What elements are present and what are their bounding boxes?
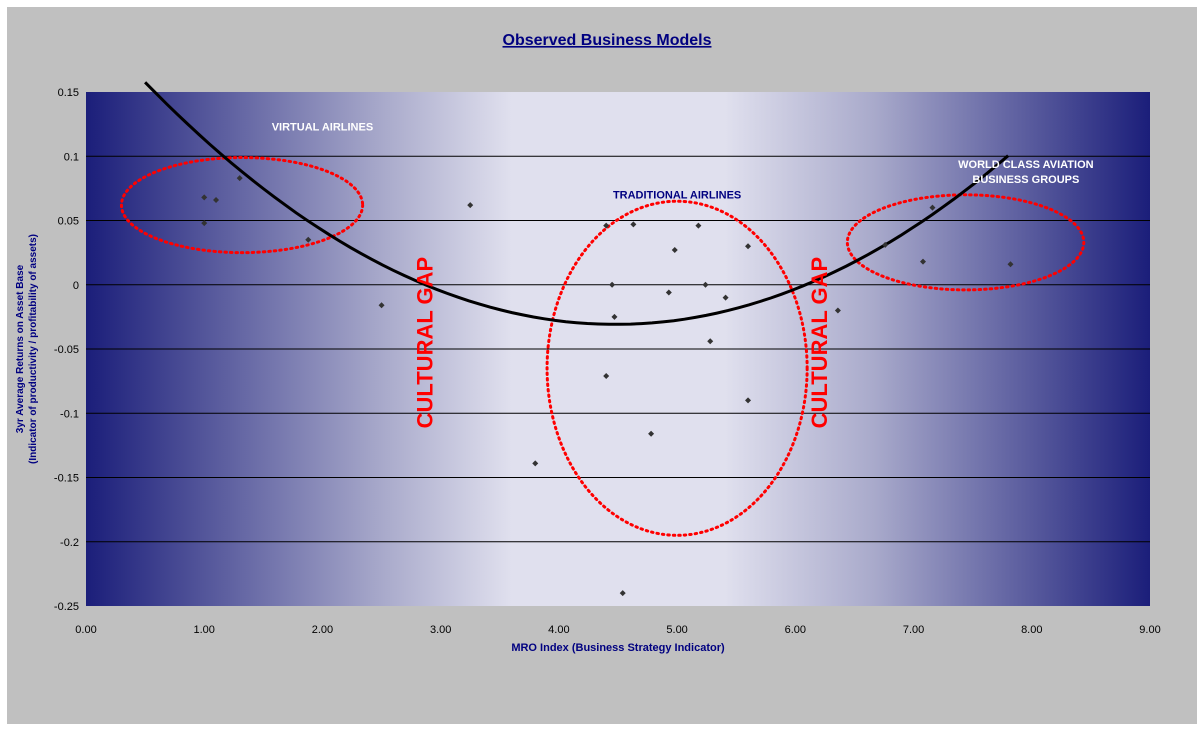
data-point (213, 196, 220, 203)
group-ellipse (545, 199, 809, 537)
data-point (695, 222, 702, 229)
data-point (834, 307, 841, 314)
data-point (611, 313, 618, 320)
x-tick-label: 5.00 (666, 624, 687, 636)
x-tick-label: 0.00 (75, 624, 96, 636)
data-points (201, 175, 1014, 597)
x-axis-ticks: 0.00 1.00 2.00 3.00 4.00 5.00 6.00 7.00 8.00 9.00 (75, 624, 1160, 636)
y-tick-label: 0.15 (58, 87, 79, 99)
data-point (609, 281, 616, 288)
data-point (665, 289, 672, 296)
data-point (671, 247, 678, 254)
annotations: VIRTUAL AIRLINES TRADITIONAL AIRLINES WORL… (272, 122, 1094, 429)
cultural-gap-label: CULTURAL GAP (807, 257, 832, 429)
y-tick-label: 0.1 (64, 151, 79, 163)
data-point (702, 281, 709, 288)
x-tick-label: 6.00 (785, 624, 806, 636)
data-point (201, 220, 208, 227)
x-tick-label: 9.00 (1139, 624, 1160, 636)
data-point (722, 294, 729, 301)
y-axis-title-line2: (Indicator of productivity / profitabili… (28, 234, 39, 464)
data-point (619, 590, 626, 597)
y-tick-label: -0.25 (54, 601, 79, 613)
data-point (467, 202, 474, 209)
trendline-group (144, 81, 1010, 326)
data-point (201, 194, 208, 201)
x-tick-label: 2.00 (312, 624, 333, 636)
data-point (707, 338, 714, 345)
y-tick-label: -0.2 (60, 537, 79, 549)
data-point (603, 222, 610, 229)
y-tick-label: 0.05 (58, 216, 79, 228)
x-tick-label: 7.00 (903, 624, 924, 636)
data-point (745, 243, 752, 250)
group-label: VIRTUAL AIRLINES (272, 122, 373, 134)
x-tick-label: 4.00 (548, 624, 569, 636)
y-tick-label: -0.05 (54, 344, 79, 356)
group-ellipse (845, 193, 1086, 292)
y-tick-label: -0.1 (60, 408, 79, 420)
data-point (236, 175, 243, 182)
data-point (648, 430, 655, 437)
x-tick-label: 3.00 (430, 624, 451, 636)
x-tick-label: 8.00 (1021, 624, 1042, 636)
y-tick-label: -0.15 (54, 473, 79, 485)
y-tick-label: 0 (73, 280, 79, 292)
y-axis-title: 3yr Average Returns on Asset Base (Indic… (15, 234, 39, 464)
x-axis-title: MRO Index (Business Strategy Indicator) (511, 642, 725, 654)
data-point (745, 397, 752, 404)
data-point (603, 372, 610, 379)
cultural-gap-label: CULTURAL GAP (412, 257, 437, 429)
data-point (882, 241, 889, 248)
chart: Observed Business Models 0.15 0.1 0.05 0 -0.… (15, 32, 1161, 654)
group-label: TRADITIONAL AIRLINES (613, 190, 741, 202)
group-ellipse (119, 156, 365, 255)
data-point (1007, 261, 1014, 268)
data-point (378, 302, 385, 309)
chart-frame: Observed Business Models 0.15 0.1 0.05 0 -0.… (7, 7, 1197, 724)
trendline (144, 81, 1010, 326)
y-axis-ticks: 0.15 0.1 0.05 0 -0.05 -0.1 -0.15 -0.2 -0.25 (54, 87, 79, 613)
data-point (920, 258, 927, 265)
data-point (305, 236, 312, 243)
chart-title: Observed Business Models (503, 32, 712, 49)
data-point (929, 204, 936, 211)
x-tick-label: 1.00 (194, 624, 215, 636)
data-point (532, 460, 539, 467)
group-ellipses (119, 156, 1086, 537)
data-point (630, 221, 637, 228)
y-axis-title-line1: 3yr Average Returns on Asset Base (15, 264, 26, 433)
group-label: WORLD CLASS AVIATION BUSINESS GROUPS (958, 159, 1094, 186)
